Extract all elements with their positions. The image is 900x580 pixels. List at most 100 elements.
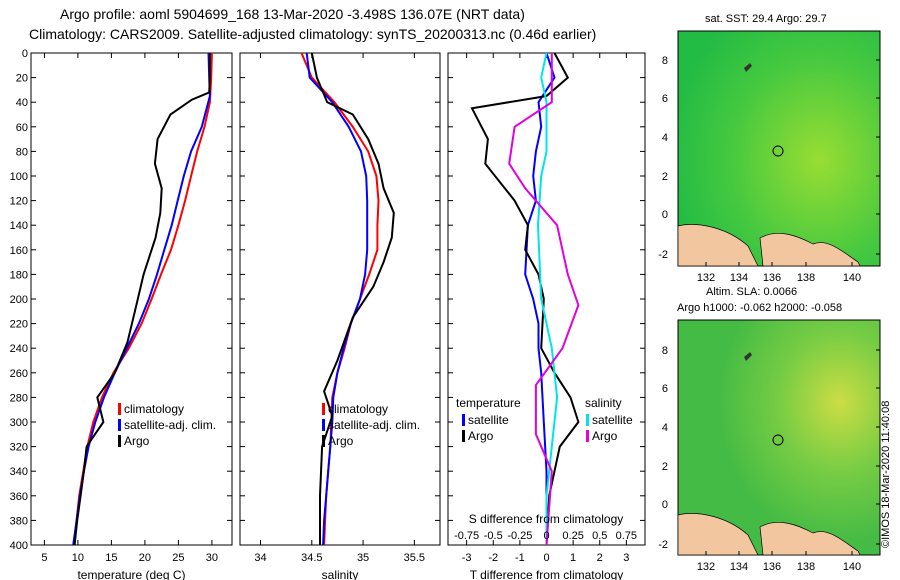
x-tick-label: -2: [488, 552, 498, 564]
map-lon-label: 140: [843, 561, 861, 573]
legend-swatch: [118, 403, 121, 415]
series-line-temperature-2: [73, 53, 211, 546]
plot-frame-salinity: [239, 52, 441, 546]
x-tick-label: 35: [357, 552, 369, 564]
x-tick-label: 25: [172, 552, 184, 564]
legend-label: satellite: [592, 413, 633, 427]
series-line-difference-2: [536, 52, 559, 545]
map-lat-label: 8: [662, 55, 668, 67]
land-mass: [677, 513, 759, 556]
y-tick-label: 360: [10, 491, 28, 503]
y-tick-label: 120: [10, 196, 28, 208]
x-tick-label-s: 0.5: [592, 530, 607, 542]
argo-height-title: Argo h1000: -0.062 h2000: -0.058: [677, 302, 843, 314]
header-line-1: Argo profile: aoml 5904699_168 13-Mar-20…: [60, 6, 525, 22]
island-marker: [744, 63, 752, 72]
map-lon-label: 136: [763, 561, 781, 573]
series-line-difference-1: [470, 52, 580, 546]
x-tick-label-s: -0.5: [484, 530, 503, 542]
x-tick-label: 5: [41, 552, 47, 564]
map-lon-label: 132: [697, 272, 715, 284]
y-tick-label: 380: [10, 515, 28, 527]
map-lat-label: -2: [658, 249, 668, 261]
argo-position-marker: [772, 145, 784, 157]
y-tick-label: 200: [10, 294, 28, 306]
y-tick-label: 400: [10, 540, 28, 552]
series-line-difference-3: [508, 53, 580, 546]
legend-label: satellite-adj. clim.: [328, 418, 420, 432]
map-lon-label: 138: [797, 561, 815, 573]
legend-label: satellite: [468, 413, 509, 427]
x-axis-label-s: S difference from climatology: [469, 512, 624, 526]
sla-map-title: Altim. SLA: 0.0066: [706, 286, 798, 298]
land-mass: [759, 522, 861, 556]
legend-label: Argo: [592, 429, 618, 443]
map-lat-label: 6: [662, 93, 668, 105]
map-lat-label: 2: [662, 171, 668, 183]
x-tick-label: 2: [597, 552, 603, 564]
legend-swatch: [586, 430, 589, 442]
y-tick-label: 20: [16, 73, 28, 85]
map-lon-label: 136: [763, 272, 781, 284]
legend-swatch: [118, 419, 121, 431]
x-axis-label: T difference from climatology: [470, 568, 624, 580]
x-tick-label: -3: [462, 552, 472, 564]
y-tick-label: 220: [10, 319, 28, 331]
series-line-salinity-1: [305, 52, 369, 546]
imos-credit: ©IMOS 18-Mar-2020 11:40:08: [880, 400, 892, 548]
x-tick-label: 20: [139, 552, 151, 564]
x-tick-label: 0: [543, 552, 549, 564]
y-tick-label: 340: [10, 466, 28, 478]
y-tick-label: 280: [10, 392, 28, 404]
x-tick-label-s: -0.25: [507, 530, 532, 542]
y-tick-label: 300: [10, 417, 28, 429]
map-lat-label: 0: [662, 209, 668, 221]
y-tick-label: 260: [10, 368, 28, 380]
x-tick-label: 34: [254, 552, 266, 564]
x-axis-label: temperature (deg C): [77, 568, 185, 580]
x-tick-label: 34.5: [301, 552, 322, 564]
series-line-difference-0: [524, 52, 556, 545]
y-tick-label: 100: [10, 171, 28, 183]
legend-label: climatology: [124, 402, 184, 416]
island-marker: [744, 352, 752, 361]
x-tick-label: -1: [515, 552, 525, 564]
map-lat-label: 6: [662, 383, 668, 395]
x-tick-label-s: 0: [543, 530, 549, 542]
y-tick-label: 40: [16, 97, 28, 109]
legend-title-temperature: temperature: [456, 396, 521, 410]
legend-swatch: [462, 430, 465, 442]
x-axis-label: salinity: [322, 568, 359, 580]
x-tick-label: 15: [105, 552, 117, 564]
land-mass: [677, 224, 759, 267]
header-line-2: Climatology: CARS2009. Satellite-adjuste…: [29, 26, 597, 42]
y-tick-label: 80: [16, 146, 28, 158]
series-line-salinity-2: [310, 52, 395, 545]
x-tick-label-s: 0.75: [616, 530, 637, 542]
legend-swatch: [322, 419, 325, 431]
map-lat-label: 2: [662, 461, 668, 473]
x-tick-label-s: 0.25: [562, 530, 583, 542]
map-lat-label: -2: [658, 539, 668, 551]
y-tick-label: 180: [10, 269, 28, 281]
y-tick-label: 140: [10, 220, 28, 232]
legend-label: Argo: [124, 434, 150, 448]
legend-swatch: [118, 435, 121, 447]
x-tick-label: 1: [570, 552, 576, 564]
map-lon-label: 134: [730, 561, 748, 573]
legend-swatch: [322, 435, 325, 447]
legend-swatch: [322, 403, 325, 415]
y-tick-label: 160: [10, 245, 28, 257]
y-tick-label: 60: [16, 122, 28, 134]
legend-label: satellite-adj. clim.: [124, 418, 216, 432]
legend-swatch: [586, 414, 589, 426]
y-tick-label: 0: [22, 48, 28, 60]
y-tick-label: 320: [10, 442, 28, 454]
map-lat-label: 4: [662, 132, 668, 144]
legend-label: climatology: [328, 402, 388, 416]
x-tick-label: 35.5: [404, 552, 425, 564]
legend-swatch: [462, 414, 465, 426]
map-lat-label: 4: [662, 422, 668, 434]
map-lat-label: 0: [662, 499, 668, 511]
